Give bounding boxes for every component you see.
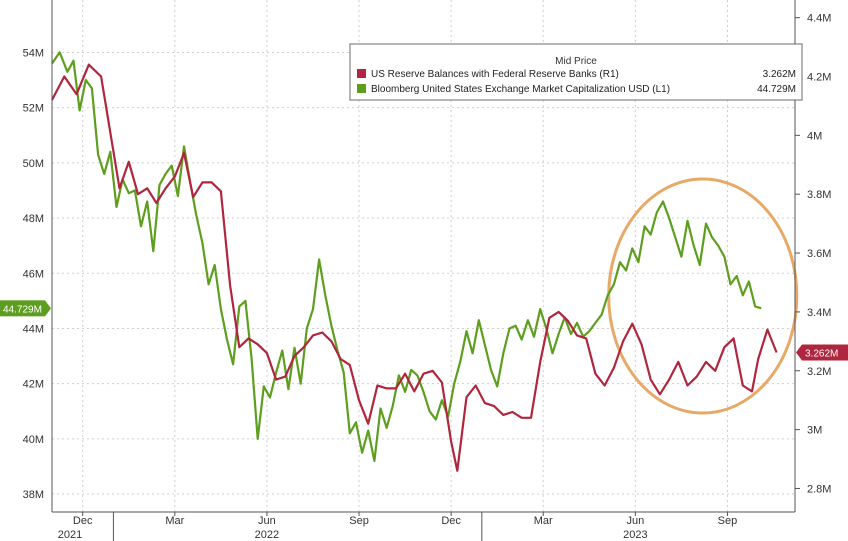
y-left-tick-label: 42M [23,379,44,391]
y-right-tick-label: 4M [807,130,822,142]
y-right-tick-label: 3.6M [807,248,831,260]
y-left-tick-label: 46M [23,268,44,280]
highlight-ellipse [607,177,799,415]
last-value-tag-right-text: 3.262M [805,349,838,360]
x-tick-label: Mar [165,515,184,527]
y-left-tick-label: 48M [23,213,44,225]
legend-swatch-reserves [357,69,366,78]
axes: 54M 52M 50M 48M 46M 44M 42M 40M 38M 4.4M 4.2M 4M 3.8… [23,0,831,541]
legend-box [349,43,803,101]
x-year-label: 2021 [58,529,82,541]
highlight-layer [607,177,799,415]
legend-value-market-cap: 44.729M [757,84,796,95]
legend-swatch-market-cap [357,84,366,93]
y-left-tick-label: 52M [23,103,44,115]
y-right-tick-label: 3.4M [807,307,831,319]
y-right-tick-label: 3.2M [807,366,831,378]
y-left-tick-label: 38M [23,489,44,501]
y-right-tick-label: 4.2M [807,72,831,84]
last-value-tags: 44.729M 3.262M [0,300,848,361]
x-tick-label: Sep [349,515,369,527]
series-layer [51,51,778,472]
last-value-tag-left [0,300,45,317]
y-left-tick-label: 40M [23,434,44,446]
legend-title: Mid Price [555,56,597,67]
last-value-tag-right [802,344,848,361]
x-year-label: 2022 [255,529,279,541]
x-tick-label: Dec [441,515,461,527]
x-tick-label: Mar [534,515,553,527]
last-value-tag-right-pointer [796,344,802,361]
legend: Mid Price US Reserve Balances with Feder… [349,43,803,101]
y-right-tick-label: 4.4M [807,13,831,25]
x-year-label: 2023 [623,529,647,541]
x-tick-label: Sep [718,515,738,527]
y-left-tick-label: 54M [23,47,44,59]
y-left-tick-label: 44M [23,323,44,335]
x-tick-label: Jun [258,515,276,527]
y-right-tick-label: 2.8M [807,483,831,495]
x-tick-label: Dec [73,515,93,527]
legend-value-reserves: 3.262M [763,69,796,80]
y-left-tick-label: 50M [23,158,44,170]
x-tick-label: Jun [626,515,644,527]
series-line-reserves [51,63,778,472]
last-value-tag-left-pointer [45,300,51,317]
y-right-tick-label: 3.8M [807,189,831,201]
legend-label-reserves: US Reserve Balances with Federal Reserve… [371,69,619,80]
legend-label-market-cap: Bloomberg United States Exchange Market … [371,84,670,95]
y-right-tick-label: 3M [807,425,822,437]
last-value-tag-left-text: 44.729M [3,304,42,315]
